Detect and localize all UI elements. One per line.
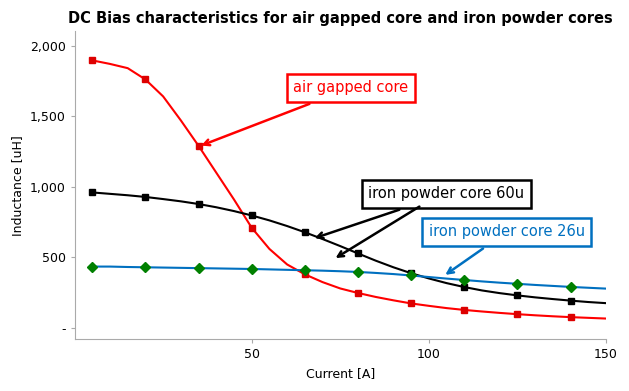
Text: iron powder core 26u: iron powder core 26u [429,224,585,273]
Text: iron powder core 60u: iron powder core 60u [317,187,525,238]
Title: DC Bias characteristics for air gapped core and iron powder cores: DC Bias characteristics for air gapped c… [68,11,613,26]
Y-axis label: Inductance [uH]: Inductance [uH] [11,135,24,236]
X-axis label: Current [A]: Current [A] [306,367,375,380]
Text: air gapped core: air gapped core [204,81,408,145]
